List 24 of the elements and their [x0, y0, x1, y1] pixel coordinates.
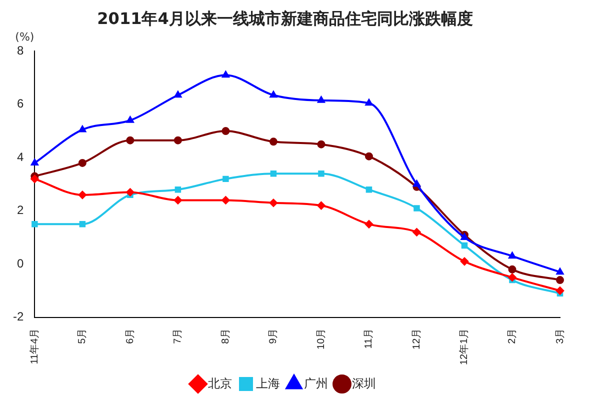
x-tick-label: 3月: [554, 328, 566, 344]
x-tick-label: 5月: [77, 328, 88, 344]
legend-label: 上海: [256, 376, 280, 390]
x-tick-label: 9月: [268, 328, 280, 344]
y-axis-title: (%): [15, 30, 34, 44]
y-tick-label: 8: [16, 44, 24, 58]
x-tick-label: 12月: [411, 328, 422, 350]
x-tick-label: 11年4月: [28, 328, 40, 364]
legend-label: 北京: [208, 376, 232, 390]
x-tick-label: 11月: [364, 328, 375, 349]
legend-label: 深圳: [352, 376, 376, 390]
legend-label: 广州: [304, 376, 328, 390]
x-tick-label: 6月: [124, 328, 136, 344]
y-tick-label: 6: [16, 96, 24, 111]
x-tick-label: 10月: [316, 328, 327, 350]
x-tick-label: 12年1月: [458, 328, 470, 366]
y-tick-label: 2: [16, 203, 24, 218]
y-tick-label: 0: [16, 256, 24, 270]
y-tick-label: 4: [16, 150, 24, 164]
x-tick-label: 7月: [172, 328, 184, 344]
x-tick-label: 8月: [220, 328, 232, 344]
chart-title: 2011年4月以来一线城市新建商品住宅同比涨跌幅度: [97, 8, 473, 28]
x-tick-label: 2月: [506, 328, 518, 344]
y-tick-label: -2: [13, 310, 24, 324]
